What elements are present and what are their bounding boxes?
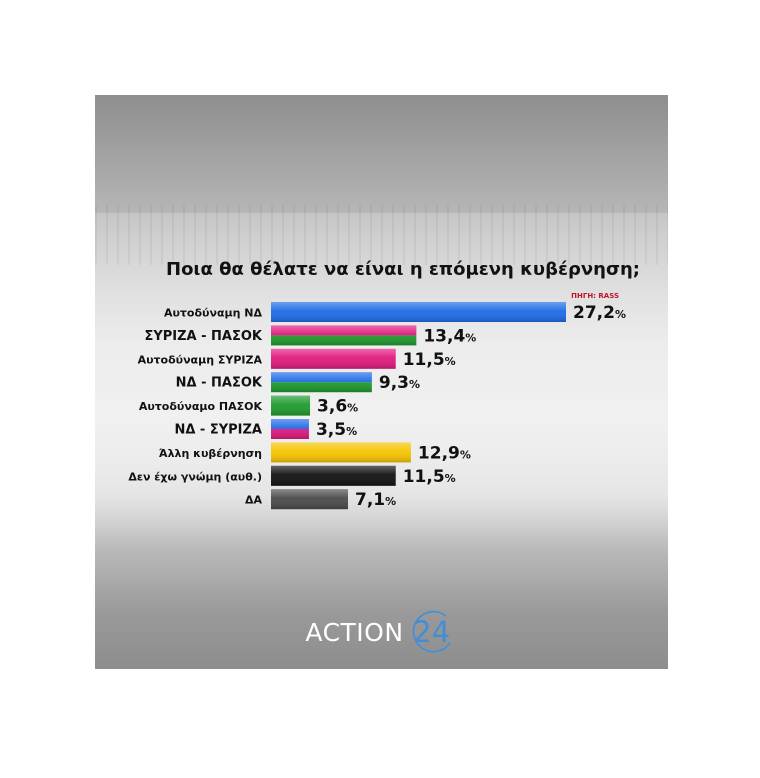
bar [271, 348, 396, 369]
value-unit: % [445, 472, 456, 485]
category-label: Αυτοδύναμο ΠΑΣΟΚ [139, 400, 263, 413]
value-unit: % [385, 495, 396, 508]
category-label: Άλλη κυβέρνηση [159, 447, 262, 460]
bar [271, 465, 396, 486]
value-label: 3,6% [317, 397, 358, 417]
value-unit: % [346, 425, 357, 438]
logo-number-text: 24 [413, 615, 451, 649]
bar [271, 302, 566, 322]
value-unit: % [409, 378, 420, 391]
logo-word: ACTION [305, 617, 404, 647]
value-label: 11,5% [403, 467, 456, 487]
logo-number: 24 [406, 609, 458, 655]
category-label: Δεν έχω γνώμη (αυθ.) [128, 470, 262, 483]
value-unit: % [465, 331, 476, 344]
value-label: 3,5% [316, 420, 357, 440]
poll-bar-chart: Ποια θα θέλατε να είναι η επόμενη κυβέρν… [128, 259, 640, 510]
bar [271, 442, 411, 463]
value-unit: % [347, 402, 358, 415]
category-label: Αυτοδύναμη ΣΥΡΙΖΑ [138, 353, 263, 366]
action24-logo: ACTION 24 [95, 604, 668, 660]
logo-ring-icon [412, 610, 451, 653]
bars-group: Αυτοδύναμη ΝΔ 27,2% ΣΥΡΙΖΑ - ΠΑΣΟΚ 13,4% Αυτ… [128, 302, 626, 510]
value-unit: % [445, 355, 456, 368]
category-label: ΝΔ - ΠΑΣΟΚ [176, 376, 263, 391]
category-label: ΣΥΡΙΖΑ - ΠΑΣΟΚ [144, 329, 262, 344]
category-label: ΝΔ - ΣΥΡΙΖΑ [174, 423, 262, 438]
category-label: Αυτοδύναμη ΝΔ [164, 307, 263, 320]
value-unit: % [460, 448, 471, 461]
infographic-card: Ποια θα θέλατε να είναι η επόμενη κυβέρν… [95, 95, 668, 669]
value-unit: % [615, 308, 626, 321]
bar [271, 325, 417, 346]
category-label: ΔΑ [245, 494, 263, 507]
bar [271, 395, 311, 416]
value-label: 9,3% [379, 373, 420, 393]
bar [271, 489, 349, 510]
value-label: 27,2% [573, 303, 626, 323]
source-label: ΠΗΓΗ: RASS [571, 292, 619, 300]
value-label: 12,9% [418, 443, 471, 463]
value-label: 13,4% [423, 326, 476, 346]
chart-title: Ποια θα θέλατε να είναι η επόμενη κυβέρν… [166, 259, 640, 280]
value-label: 11,5% [403, 350, 456, 370]
bar [271, 419, 309, 439]
value-label: 7,1% [355, 490, 396, 510]
bar [271, 372, 372, 393]
